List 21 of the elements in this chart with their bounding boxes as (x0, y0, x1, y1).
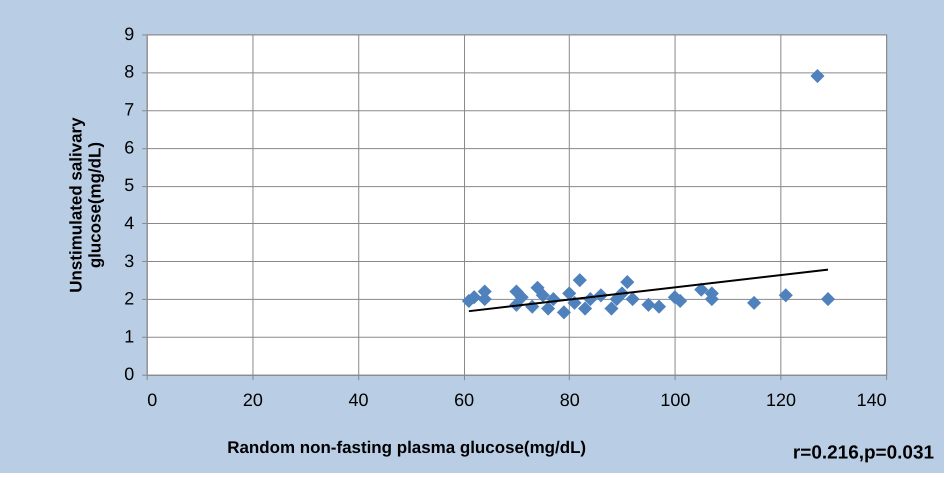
y-tick-label: 7 (124, 100, 134, 120)
y-tick-label: 5 (124, 175, 134, 196)
x-tick-label: 80 (560, 390, 580, 410)
y-axis-title: Unstimulated salivary glucose(mg/dL) (66, 116, 104, 293)
x-tick-label: 20 (242, 390, 263, 410)
y-tick-label: 3 (124, 250, 134, 271)
x-axis-title: Random non-fasting plasma glucose(mg/dL) (227, 438, 586, 458)
y-tick-label: 4 (124, 212, 134, 233)
y-tick-label: 2 (124, 288, 134, 309)
y-tick-label: 0 (124, 364, 134, 384)
y-tick-label: 6 (124, 137, 134, 158)
x-tick-label: 100 (660, 390, 690, 410)
x-tick-label: 140 (856, 390, 887, 410)
y-tick-label: 9 (124, 24, 134, 44)
x-tick-label: 60 (454, 390, 474, 410)
text: r=0.216,p=0.031 (792, 442, 934, 464)
y-tick-label: 8 (124, 62, 134, 82)
x-tick-label: 120 (766, 390, 796, 410)
y-tick-label: 1 (124, 326, 134, 346)
x-tick-label: 40 (348, 390, 368, 410)
x-tick-label: 0 (147, 390, 158, 410)
